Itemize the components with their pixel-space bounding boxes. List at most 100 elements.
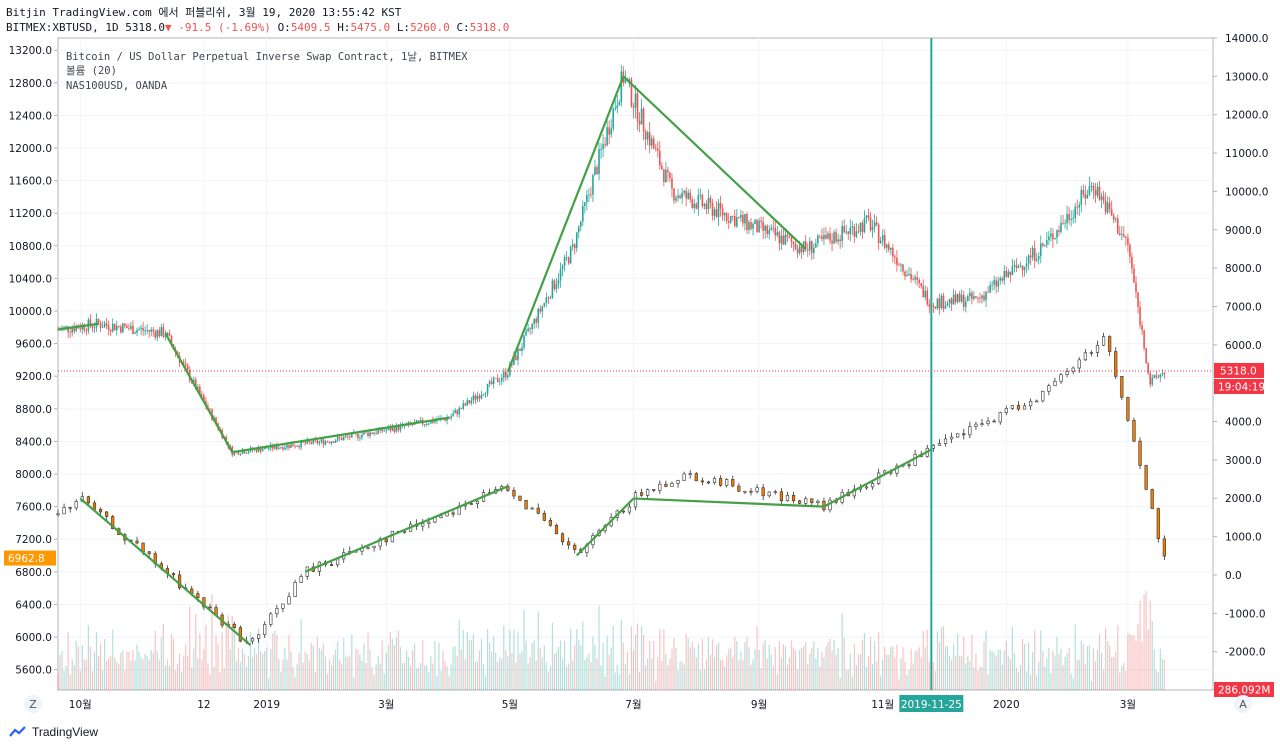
- volume-bar: [1115, 651, 1117, 690]
- volume-bar: [734, 637, 736, 690]
- left-axis-label: 6400.0: [15, 599, 52, 611]
- volume-bar: [189, 606, 191, 690]
- btc-candle-body: [713, 209, 716, 216]
- volume-bar: [79, 670, 81, 690]
- volume-bar: [533, 640, 535, 690]
- volume-bar: [462, 630, 464, 690]
- volume-bar: [687, 638, 689, 690]
- volume-bar: [657, 656, 659, 690]
- nas-candle-body: [943, 438, 948, 444]
- btc-candle-body: [452, 413, 454, 417]
- btc-candle-body: [851, 226, 854, 228]
- nas-candle-body: [469, 503, 473, 505]
- nas-candle-body: [773, 491, 777, 494]
- nas-candle-body: [542, 512, 546, 521]
- volume-bar: [525, 640, 527, 690]
- btc-candle-body: [117, 325, 120, 327]
- plot-area[interactable]: [57, 37, 1214, 691]
- volume-bar: [969, 660, 971, 690]
- btc-candle-body: [330, 441, 333, 444]
- nas-candle-body: [427, 521, 431, 524]
- volume-bar: [1001, 664, 1003, 690]
- volume-bar: [890, 647, 892, 690]
- volume-bar: [756, 626, 758, 690]
- nas-candle-body: [670, 483, 674, 487]
- volume-bar: [420, 662, 422, 690]
- volume-bar: [884, 646, 886, 690]
- nas-candle-body: [524, 500, 528, 510]
- btc-candle-body: [912, 279, 914, 281]
- volume-bar: [416, 668, 418, 690]
- volume-bar: [1147, 629, 1149, 690]
- btc-candle-body: [995, 280, 997, 287]
- btc-candle-body: [656, 148, 659, 151]
- btc-candle-body: [693, 203, 696, 208]
- trend-line: [823, 448, 932, 508]
- auto-scale-button[interactable]: A: [1234, 695, 1252, 713]
- nas-candle-body: [652, 489, 656, 491]
- volume-bar: [57, 674, 59, 690]
- btc-candle-body: [531, 324, 533, 330]
- volume-bar: [766, 658, 768, 690]
- volume-bar: [430, 656, 432, 690]
- volume-bar: [999, 649, 1001, 690]
- volume-bar: [353, 677, 355, 690]
- volume-bar: [570, 629, 572, 690]
- volume-bar: [764, 640, 766, 690]
- low-label: L:: [396, 21, 411, 34]
- volume-bar: [653, 640, 655, 690]
- volume-bar: [369, 649, 371, 690]
- nas-candle-body: [1077, 359, 1081, 369]
- nas-candle-body: [269, 613, 273, 625]
- btc-candle-body: [75, 326, 78, 332]
- btc-candle-body: [288, 444, 290, 448]
- volume-bar: [655, 681, 657, 690]
- btc-candle-body: [464, 403, 467, 406]
- btc-candle-body: [671, 178, 673, 189]
- volume-bar: [967, 655, 969, 690]
- nas-candle-body: [1144, 465, 1148, 490]
- btc-candle-body: [476, 395, 479, 400]
- btc-candle-body: [543, 302, 546, 307]
- btc-candle-body: [887, 244, 890, 250]
- volume-bar: [576, 628, 578, 690]
- volume-bar: [582, 621, 584, 690]
- zoom-toggle-button[interactable]: Z: [24, 695, 42, 713]
- btc-candle-body: [245, 452, 248, 454]
- nas-candle-body: [749, 490, 753, 493]
- btc-candle-body: [292, 444, 294, 447]
- btc-candle-body: [987, 291, 989, 293]
- volume-bar: [539, 647, 541, 690]
- btc-candle-body: [203, 395, 205, 401]
- volume-bar: [154, 630, 156, 690]
- volume-bar: [389, 631, 391, 690]
- volume-bar: [786, 664, 789, 690]
- btc-candle-body: [361, 434, 363, 438]
- btc-candle-body: [596, 167, 598, 174]
- volume-bar: [245, 666, 248, 690]
- volume-bar: [896, 644, 898, 690]
- btc-candle-body: [727, 221, 730, 223]
- btc-candle-body: [711, 202, 714, 216]
- volume-bar: [349, 655, 351, 690]
- volume-bar: [104, 638, 106, 690]
- volume-bar: [928, 661, 930, 690]
- nas-candle-body: [232, 623, 236, 628]
- btc-candle-body: [648, 132, 651, 146]
- volume-bar: [97, 655, 100, 690]
- volume-bar: [874, 641, 876, 690]
- volume-bar: [922, 631, 924, 690]
- btc-candle-body: [885, 244, 888, 248]
- volume-bar: [464, 659, 466, 690]
- btc-candle-body: [567, 257, 570, 264]
- volume-bar: [551, 622, 554, 690]
- volume-bar: [671, 648, 673, 690]
- btc-candle-body: [261, 449, 264, 452]
- volume-bar: [1025, 671, 1028, 690]
- volume-bar: [720, 659, 722, 690]
- volume-bar: [855, 665, 857, 690]
- volume-bar: [1064, 656, 1066, 690]
- volume-bar: [634, 634, 637, 690]
- volume-bar: [1021, 639, 1024, 690]
